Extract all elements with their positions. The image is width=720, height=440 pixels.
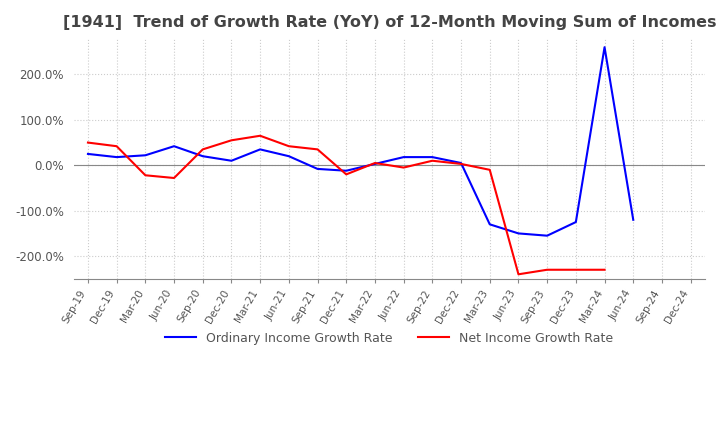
Ordinary Income Growth Rate	[199, 154, 207, 159]
Net Income Growth Rate	[371, 160, 379, 165]
Net Income Growth Rate	[428, 158, 436, 163]
Ordinary Income Growth Rate	[572, 220, 580, 225]
Net Income Growth Rate	[112, 143, 121, 149]
Line: Ordinary Income Growth Rate: Ordinary Income Growth Rate	[88, 47, 634, 236]
Ordinary Income Growth Rate	[284, 154, 293, 159]
Ordinary Income Growth Rate	[170, 143, 179, 149]
Net Income Growth Rate	[313, 147, 322, 152]
Line: Net Income Growth Rate: Net Income Growth Rate	[88, 136, 605, 274]
Net Income Growth Rate	[170, 176, 179, 181]
Net Income Growth Rate	[400, 165, 408, 170]
Net Income Growth Rate	[485, 167, 494, 172]
Title: [1941]  Trend of Growth Rate (YoY) of 12-Month Moving Sum of Incomes: [1941] Trend of Growth Rate (YoY) of 12-…	[63, 15, 716, 30]
Net Income Growth Rate	[284, 143, 293, 149]
Ordinary Income Growth Rate	[400, 154, 408, 160]
Net Income Growth Rate	[256, 133, 264, 139]
Ordinary Income Growth Rate	[227, 158, 235, 163]
Ordinary Income Growth Rate	[256, 147, 264, 152]
Ordinary Income Growth Rate	[112, 154, 121, 160]
Net Income Growth Rate	[342, 172, 351, 177]
Ordinary Income Growth Rate	[456, 160, 465, 165]
Ordinary Income Growth Rate	[543, 233, 552, 238]
Ordinary Income Growth Rate	[141, 153, 150, 158]
Net Income Growth Rate	[572, 267, 580, 272]
Net Income Growth Rate	[227, 138, 235, 143]
Ordinary Income Growth Rate	[629, 217, 638, 223]
Net Income Growth Rate	[543, 267, 552, 272]
Net Income Growth Rate	[514, 271, 523, 277]
Ordinary Income Growth Rate	[485, 222, 494, 227]
Net Income Growth Rate	[600, 267, 609, 272]
Ordinary Income Growth Rate	[371, 161, 379, 167]
Ordinary Income Growth Rate	[600, 44, 609, 50]
Ordinary Income Growth Rate	[84, 151, 92, 157]
Net Income Growth Rate	[199, 147, 207, 152]
Net Income Growth Rate	[456, 161, 465, 167]
Ordinary Income Growth Rate	[514, 231, 523, 236]
Net Income Growth Rate	[141, 172, 150, 178]
Net Income Growth Rate	[84, 140, 92, 145]
Legend: Ordinary Income Growth Rate, Net Income Growth Rate: Ordinary Income Growth Rate, Net Income …	[161, 326, 618, 350]
Ordinary Income Growth Rate	[428, 154, 436, 160]
Ordinary Income Growth Rate	[342, 168, 351, 173]
Ordinary Income Growth Rate	[313, 166, 322, 172]
